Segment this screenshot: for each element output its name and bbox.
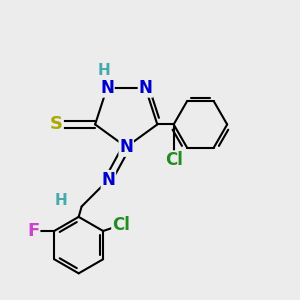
Text: N: N: [101, 171, 115, 189]
Text: Cl: Cl: [165, 151, 183, 169]
Text: N: N: [100, 79, 114, 97]
Text: S: S: [50, 116, 63, 134]
Text: F: F: [27, 222, 40, 240]
Text: H: H: [98, 62, 110, 77]
Text: H: H: [55, 193, 67, 208]
Text: N: N: [139, 79, 152, 97]
Text: Cl: Cl: [112, 216, 130, 234]
Text: N: N: [119, 138, 133, 156]
